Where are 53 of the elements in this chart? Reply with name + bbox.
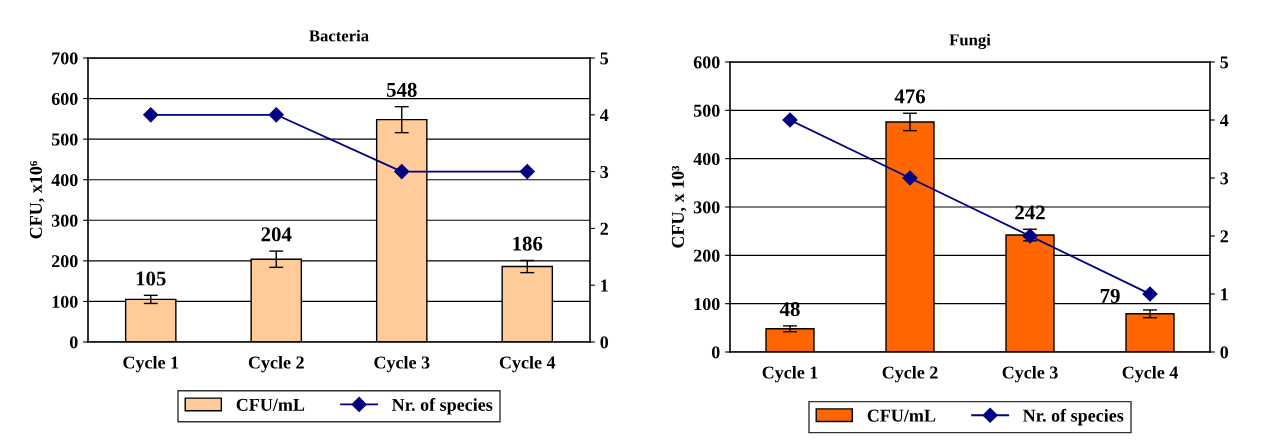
y-tick-label: 100 [52, 295, 78, 308]
y-tick-label: 400 [51, 173, 78, 187]
chart-title: Fungi [949, 33, 991, 50]
data-label: 476 [894, 89, 926, 104]
data-label: 186 [513, 236, 543, 251]
y-tick-label: 400 [693, 152, 720, 166]
y-tick-label: 500 [693, 104, 720, 117]
y-tick-label: 0 [711, 346, 720, 359]
y-tick-label: 200 [51, 255, 78, 268]
legend-label: CFU/mL [867, 409, 936, 422]
x-tick-label: Cycle 3 [1002, 365, 1058, 383]
data-label: 548 [386, 82, 417, 97]
y2-tick-label: 4 [1219, 114, 1229, 127]
y-tick-label: 100 [694, 297, 720, 311]
legend-label: Nr. of species [1022, 408, 1124, 426]
y-tick-label: 600 [51, 92, 78, 106]
data-label: 79 [1100, 288, 1120, 303]
x-tick-label: Cycle 2 [882, 365, 938, 383]
y2-tick-label: 1 [601, 279, 608, 292]
legend-label: CFU/mL [236, 398, 305, 411]
point [1142, 286, 1158, 302]
y-tick-label: 700 [52, 52, 78, 65]
y-tick-label: 0 [69, 336, 78, 349]
y-tick-label: 200 [693, 249, 720, 262]
x-tick-label: Cycle 4 [499, 355, 556, 373]
y2-tick-label: 2 [600, 222, 608, 235]
data-label: 105 [136, 271, 166, 286]
x-tick-label: Cycle 3 [374, 355, 430, 373]
y2-tick-label: 0 [600, 336, 609, 349]
legend-label: Nr. of species [391, 398, 493, 415]
y2-tick-label: 5 [1220, 56, 1229, 69]
y2-tick-label: 4 [599, 109, 609, 122]
x-tick-label: Cycle 1 [123, 355, 179, 373]
y-tick-label: 600 [693, 56, 720, 69]
y-axis-title: CFU, x 10³ [671, 165, 687, 248]
y-axis-title: CFU, x10⁶ [29, 161, 45, 239]
x-tick-label: Cycle 1 [762, 365, 818, 383]
y2-tick-label: 0 [1220, 346, 1229, 359]
x-tick-label: Cycle 2 [248, 355, 304, 373]
data-label: 204 [261, 227, 292, 242]
y-tick-label: 300 [51, 214, 78, 227]
chart-title: Bacteria [309, 29, 369, 42]
data-label: 242 [1015, 205, 1045, 220]
y2-tick-label: 3 [600, 165, 609, 179]
y-tick-label: 500 [51, 133, 78, 146]
y2-tick-label: 2 [1220, 230, 1228, 243]
y2-tick-label: 1 [1221, 288, 1228, 301]
point [782, 112, 798, 128]
point [902, 170, 918, 186]
y2-tick-label: 5 [600, 52, 609, 65]
y2-tick-label: 3 [1220, 172, 1229, 185]
y-tick-label: 300 [693, 201, 720, 214]
x-tick-label: Cycle 4 [1122, 365, 1178, 383]
